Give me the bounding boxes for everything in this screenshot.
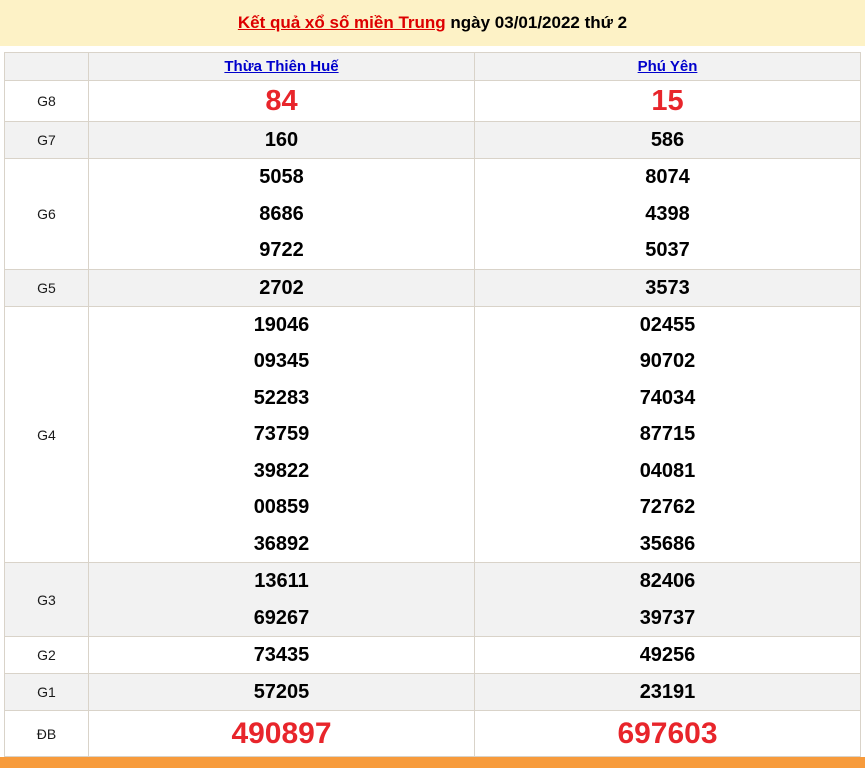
province-link-phu-yen[interactable]: Phú Yên: [637, 57, 698, 75]
prize-values-db-p2: 697603: [474, 710, 861, 758]
prize-label-g1: G1: [4, 673, 89, 712]
prize-values-g6-p1: 5058 8686 9722: [88, 158, 475, 270]
page-title: Kết quả xổ số miền Trung ngày 03/01/2022…: [0, 0, 865, 47]
prize-number: 35686: [639, 532, 696, 555]
province-link-thua-thien-hue[interactable]: Thừa Thiên Huế: [224, 57, 339, 75]
prize-values-g3-p1: 13611 69267: [88, 562, 475, 638]
prize-number: 2702: [259, 276, 304, 299]
prize-values-g8-p1: 84: [88, 80, 475, 123]
results-table: Thừa Thiên Huế Phú Yên G8 84 15 G7 160 5…: [4, 52, 861, 758]
prize-values-g7-p2: 586: [474, 121, 861, 160]
prize-values-g1-p1: 57205: [88, 673, 475, 712]
prize-number: 697603: [617, 717, 718, 751]
prize-number: 57205: [253, 681, 310, 704]
prize-number: 490897: [231, 717, 332, 751]
prize-number: 04081: [639, 459, 696, 482]
prize-label-db: ĐB: [4, 710, 89, 758]
prize-number: 84: [265, 85, 298, 118]
table-header-row: Thừa Thiên Huế Phú Yên: [4, 52, 861, 82]
prize-label-g6: G6: [4, 158, 89, 270]
prize-number: 19046: [253, 313, 310, 336]
prize-row-g4: G4 19046 09345 52283 73759 39822 00859 3…: [4, 305, 861, 564]
prize-row-g6: G6 5058 8686 9722 8074 4398 5037: [4, 158, 861, 270]
prize-row-g1: G1 57205 23191: [4, 673, 861, 712]
prize-row-g7: G7 160 586: [4, 121, 861, 160]
prize-values-g4-p1: 19046 09345 52283 73759 39822 00859 3689…: [88, 305, 475, 564]
prize-number: 3573: [645, 276, 690, 299]
prize-values-g6-p2: 8074 4398 5037: [474, 158, 861, 270]
prize-values-db-p1: 490897: [88, 710, 475, 758]
prize-label-g3: G3: [4, 562, 89, 638]
prize-row-g5: G5 2702 3573: [4, 268, 861, 307]
prize-number: 13611: [254, 570, 309, 593]
title-link[interactable]: Kết quả xổ số miền Trung: [237, 13, 446, 33]
prize-number: 5058: [259, 166, 304, 189]
results-table-container: Thừa Thiên Huế Phú Yên G8 84 15 G7 160 5…: [0, 46, 865, 758]
prize-label-g8: G8: [4, 80, 89, 123]
prize-number: 02455: [639, 313, 696, 336]
prize-number: 5037: [645, 239, 690, 262]
prize-number: 160: [264, 129, 299, 152]
prize-number: 36892: [253, 532, 310, 555]
prize-number: 90702: [639, 350, 696, 373]
prize-number: 23191: [639, 681, 696, 704]
prize-number: 15: [651, 85, 684, 118]
prize-label-g5: G5: [4, 268, 89, 307]
prize-values-g5-p2: 3573: [474, 268, 861, 307]
prize-number: 39822: [253, 459, 310, 482]
prize-values-g1-p2: 23191: [474, 673, 861, 712]
prize-values-g3-p2: 82406 39737: [474, 562, 861, 638]
prize-values-g8-p2: 15: [474, 80, 861, 123]
prize-number: 73435: [253, 644, 310, 667]
header-province-2: Phú Yên: [474, 52, 861, 82]
prize-number: 52283: [253, 386, 310, 409]
prize-label-g7: G7: [4, 121, 89, 160]
prize-values-g2-p2: 49256: [474, 636, 861, 675]
title-date-text: ngày 03/01/2022 thứ 2: [445, 13, 628, 33]
prize-values-g4-p2: 02455 90702 74034 87715 04081 72762 3568…: [474, 305, 861, 564]
prize-number: 586: [650, 129, 685, 152]
prize-number: 09345: [253, 350, 310, 373]
prize-number: 74034: [639, 386, 696, 409]
prize-row-g3: G3 13611 69267 82406 39737: [4, 562, 861, 638]
prize-row-g8: G8 84 15: [4, 80, 861, 123]
prize-number: 49256: [639, 644, 696, 667]
prize-number: 4398: [645, 202, 690, 225]
prize-row-db: ĐB 490897 697603: [4, 710, 861, 758]
prize-number: 82406: [639, 570, 696, 593]
prize-number: 00859: [253, 496, 310, 519]
prize-number: 8074: [645, 166, 690, 189]
prize-values-g2-p1: 73435: [88, 636, 475, 675]
prize-row-g2: G2 73435 49256: [4, 636, 861, 675]
prize-number: 87715: [639, 423, 696, 446]
prize-number: 8686: [259, 202, 304, 225]
prize-number: 69267: [253, 606, 310, 629]
prize-number: 72762: [639, 496, 696, 519]
prize-number: 73759: [253, 423, 310, 446]
bottom-accent-bar: [0, 757, 865, 768]
header-province-1: Thừa Thiên Huế: [88, 52, 475, 82]
prize-values-g5-p1: 2702: [88, 268, 475, 307]
prize-label-g2: G2: [4, 636, 89, 675]
prize-values-g7-p1: 160: [88, 121, 475, 160]
prize-label-g4: G4: [4, 305, 89, 564]
prize-number: 9722: [259, 239, 304, 262]
header-empty-cell: [4, 52, 89, 82]
prize-number: 39737: [639, 606, 696, 629]
